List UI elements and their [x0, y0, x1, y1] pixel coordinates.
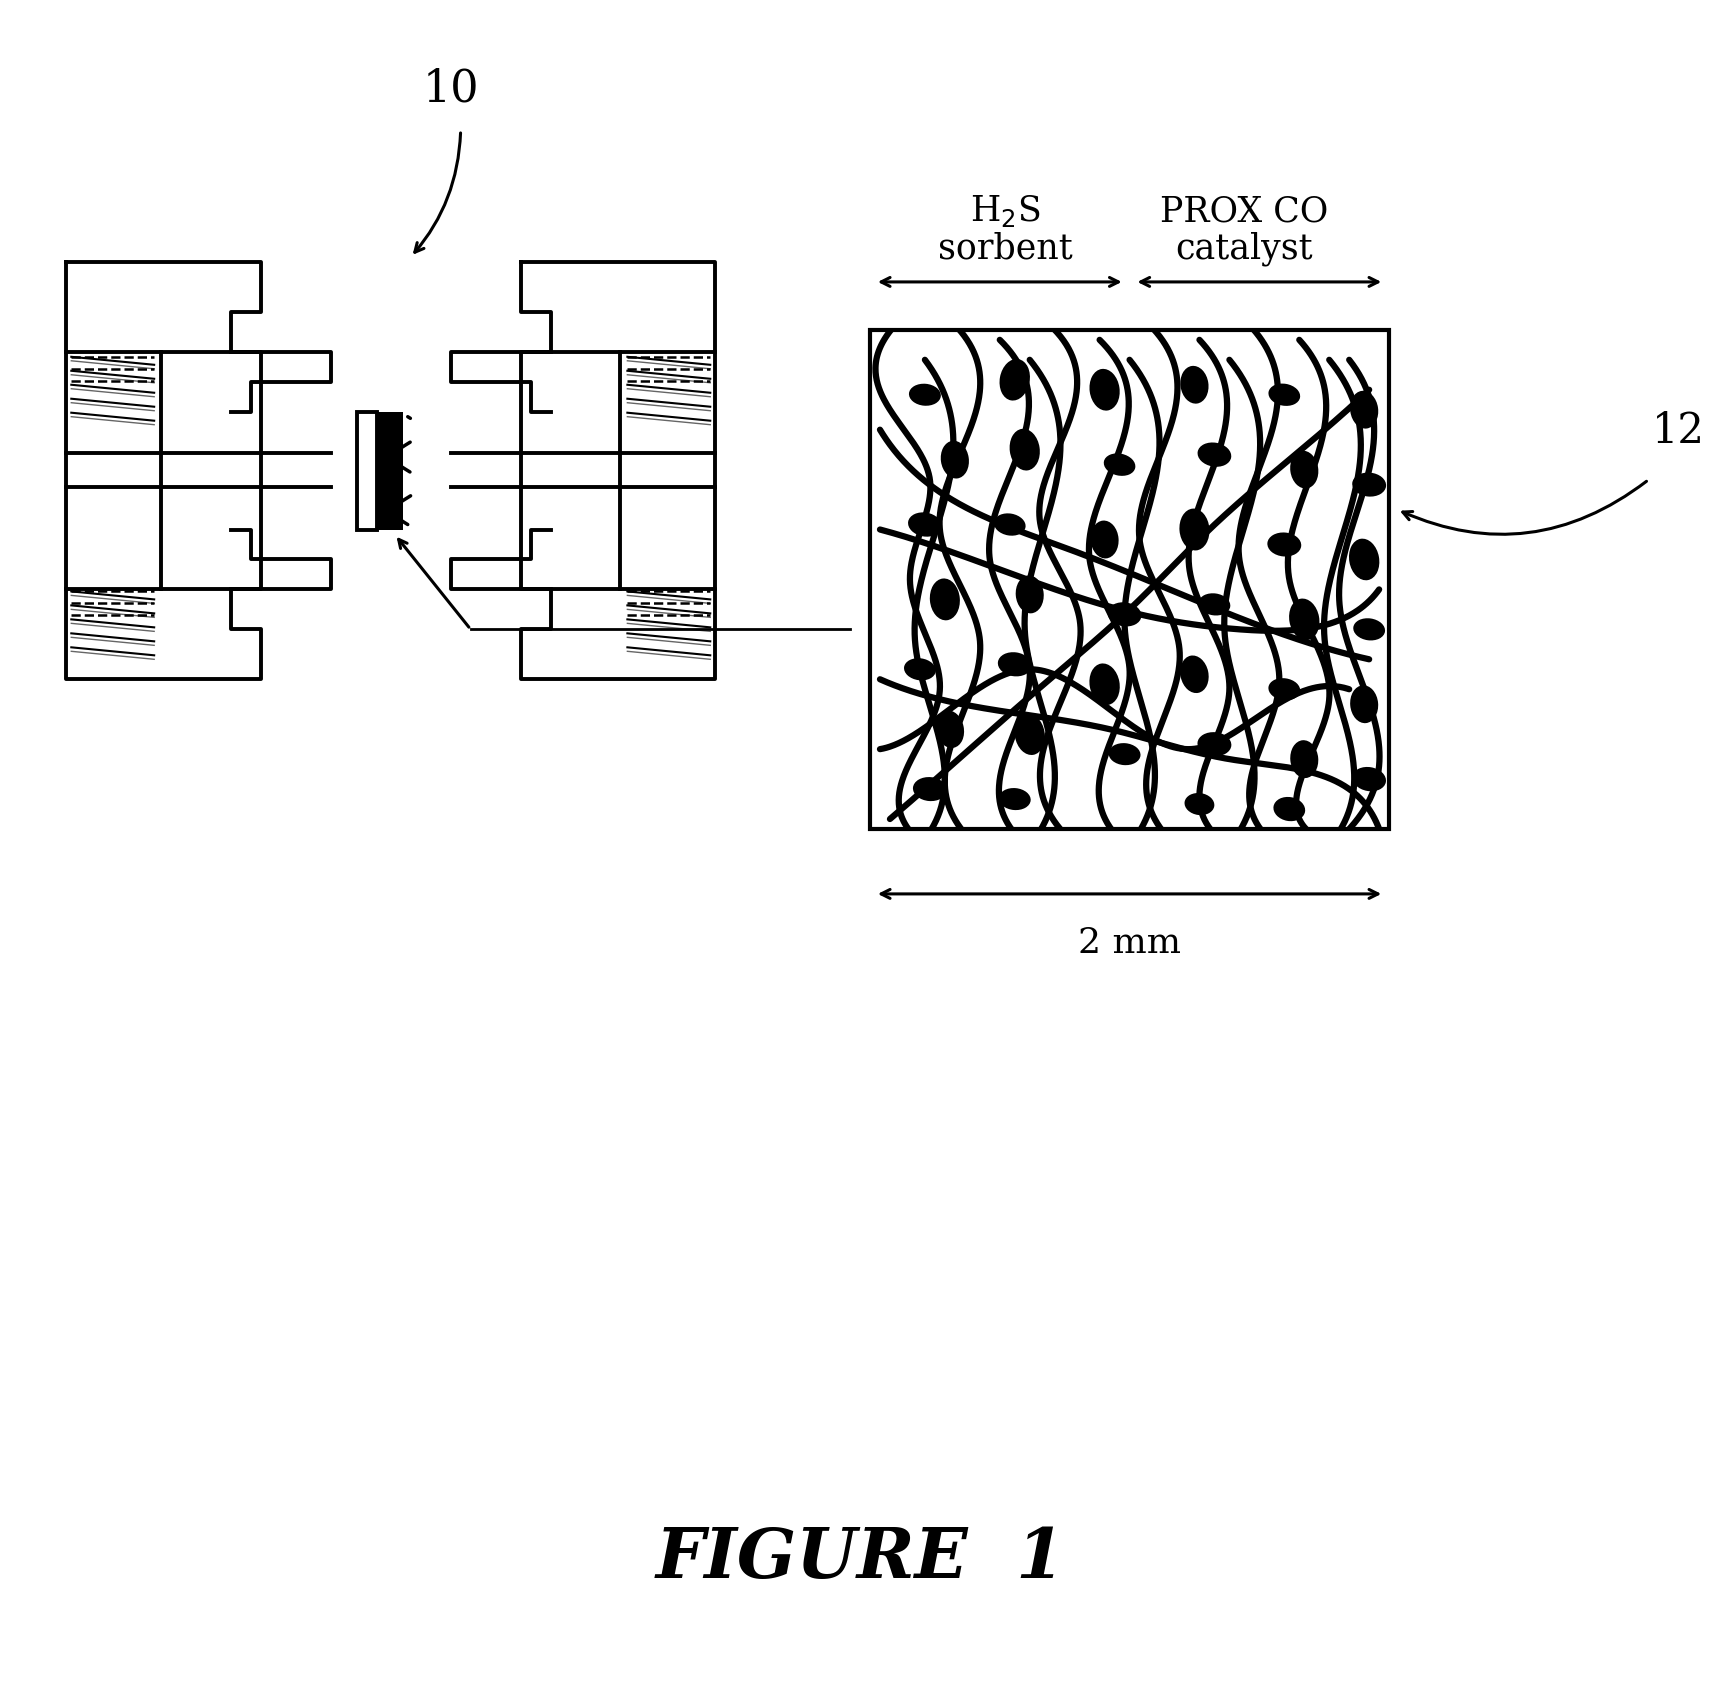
Ellipse shape [1107, 602, 1141, 627]
Ellipse shape [1289, 599, 1320, 641]
Ellipse shape [1269, 680, 1300, 701]
Ellipse shape [1104, 454, 1135, 476]
Ellipse shape [1274, 797, 1305, 822]
Ellipse shape [908, 513, 942, 537]
Ellipse shape [1198, 594, 1231, 616]
Text: 12: 12 [1652, 409, 1705, 451]
Text: 10: 10 [423, 67, 480, 111]
Ellipse shape [1009, 429, 1040, 471]
Ellipse shape [1349, 392, 1379, 429]
Bar [870, 331, 1389, 829]
Text: sorbent: sorbent [937, 232, 1073, 266]
Ellipse shape [1291, 451, 1318, 489]
Ellipse shape [1291, 740, 1318, 779]
Ellipse shape [997, 653, 1031, 676]
Text: H$_2$S: H$_2$S [970, 193, 1040, 229]
Ellipse shape [930, 579, 959, 621]
Ellipse shape [1090, 370, 1119, 412]
Ellipse shape [913, 777, 947, 802]
Ellipse shape [1349, 686, 1379, 723]
Ellipse shape [1349, 540, 1379, 580]
Text: catalyst: catalyst [1176, 232, 1313, 266]
Ellipse shape [1090, 521, 1119, 558]
Ellipse shape [1198, 733, 1231, 757]
Ellipse shape [1179, 510, 1210, 552]
Ellipse shape [1353, 767, 1386, 792]
Text: 2 mm: 2 mm [1078, 925, 1181, 959]
Ellipse shape [940, 441, 970, 479]
Ellipse shape [1181, 656, 1208, 693]
Ellipse shape [1090, 664, 1119, 706]
Ellipse shape [1184, 794, 1214, 816]
Text: PROX CO: PROX CO [1160, 193, 1327, 227]
Ellipse shape [999, 789, 1031, 811]
Ellipse shape [1016, 577, 1043, 614]
Ellipse shape [935, 711, 964, 748]
Ellipse shape [904, 659, 935, 681]
Ellipse shape [1353, 473, 1386, 498]
Ellipse shape [1109, 743, 1140, 765]
Ellipse shape [994, 515, 1026, 537]
Bar [358, 412, 376, 530]
Ellipse shape [1014, 713, 1045, 755]
Ellipse shape [1269, 385, 1300, 407]
Bar [376, 412, 402, 530]
Text: FIGURE  1: FIGURE 1 [655, 1524, 1064, 1591]
Bar [870, 331, 1389, 829]
Ellipse shape [909, 385, 940, 407]
Ellipse shape [999, 360, 1030, 402]
Ellipse shape [1267, 533, 1301, 557]
Ellipse shape [1181, 367, 1208, 404]
Ellipse shape [1353, 619, 1386, 641]
Ellipse shape [1198, 444, 1231, 468]
